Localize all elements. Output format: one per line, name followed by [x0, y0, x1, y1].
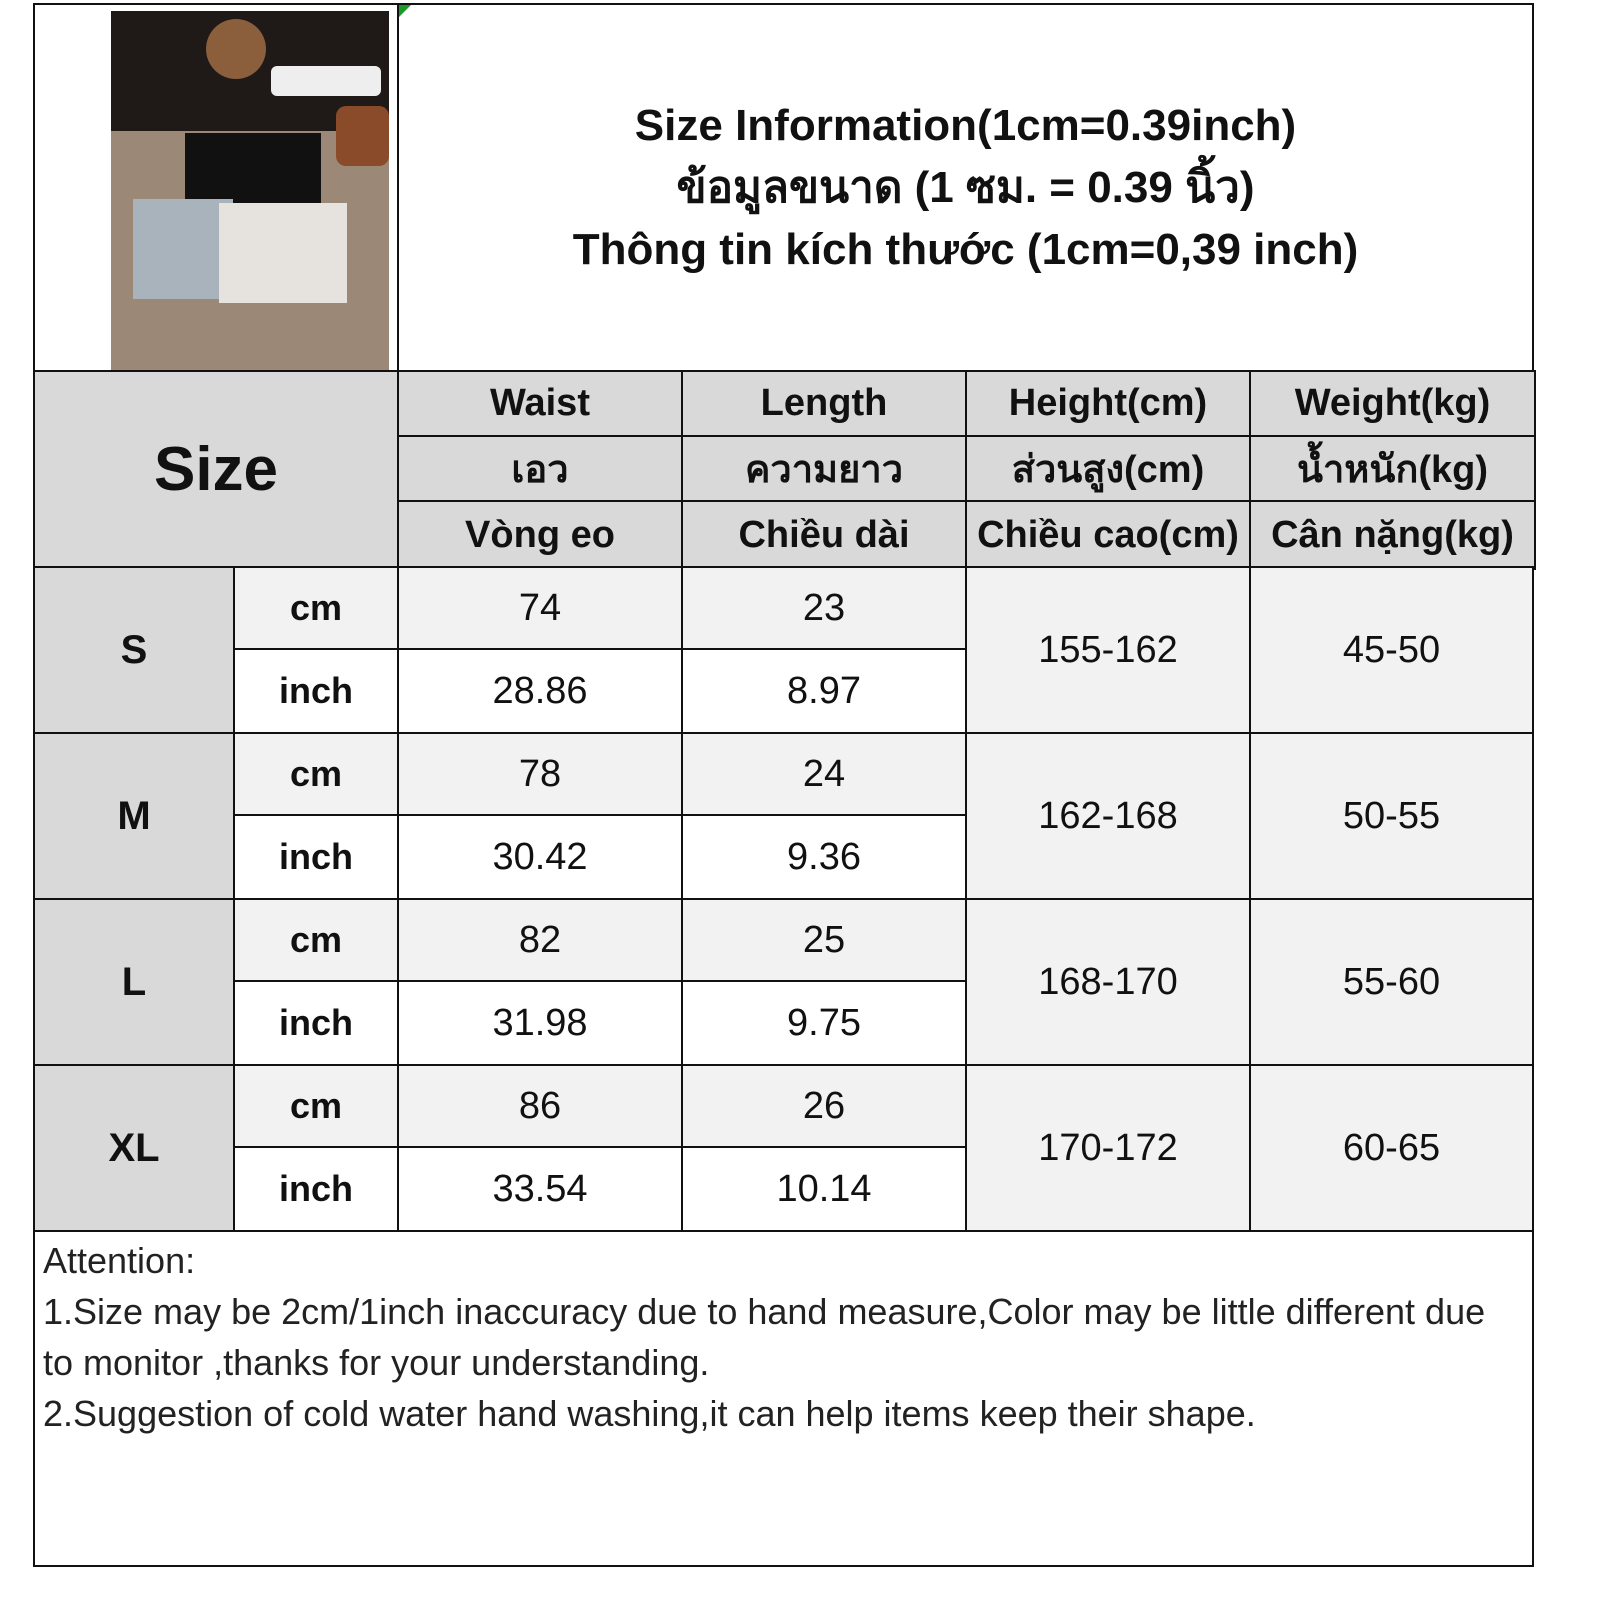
waist-cm: 82	[397, 898, 683, 982]
column-header-th: ส่วนสูง(cm)	[965, 435, 1251, 502]
title-en: Size Information(1cm=0.39inch)	[634, 100, 1297, 150]
waist-cm: 78	[397, 732, 683, 816]
weight-range: 60-65	[1249, 1064, 1534, 1232]
length-inch: 10.14	[681, 1146, 967, 1232]
cell-marker-icon	[399, 5, 411, 17]
unit-inch: inch	[233, 980, 399, 1066]
unit-inch: inch	[233, 1146, 399, 1232]
length-inch: 8.97	[681, 648, 967, 734]
column-header-en: Weight(kg)	[1249, 370, 1536, 437]
size-label: XL	[33, 1064, 235, 1232]
weight-range: 50-55	[1249, 732, 1534, 900]
column-header-vi: Chiều dài	[681, 500, 967, 570]
size-label: M	[33, 732, 235, 900]
title-cell: Size Information(1cm=0.39inch) ข้อมูลขนา…	[397, 3, 1534, 372]
length-inch: 9.75	[681, 980, 967, 1066]
title-vi: Thông tin kích thước (1cm=0,39 inch)	[572, 224, 1359, 274]
waist-inch: 28.86	[397, 648, 683, 734]
attention-line-2: 2.Suggestion of cold water hand washing,…	[43, 1393, 1256, 1434]
attention-line-1: 1.Size may be 2cm/1inch inaccuracy due t…	[43, 1291, 1486, 1383]
grey-shorts-icon	[133, 199, 233, 299]
column-header-th: น้ำหนัก(kg)	[1249, 435, 1536, 502]
length-cm: 26	[681, 1064, 967, 1148]
height-range: 168-170	[965, 898, 1251, 1066]
height-range: 162-168	[965, 732, 1251, 900]
length-cm: 25	[681, 898, 967, 982]
column-header-vi: Chiều cao(cm)	[965, 500, 1251, 570]
attention-heading: Attention:	[43, 1240, 196, 1281]
unit-cm: cm	[233, 898, 399, 982]
white-shorts-icon	[219, 203, 347, 303]
column-header-th: เอว	[397, 435, 683, 502]
waist-inch: 30.42	[397, 814, 683, 900]
column-header-en: Length	[681, 370, 967, 437]
waist-inch: 33.54	[397, 1146, 683, 1232]
column-header-en: Waist	[397, 370, 683, 437]
column-header-en: Height(cm)	[965, 370, 1251, 437]
column-header-th: ความยาว	[681, 435, 967, 502]
unit-cm: cm	[233, 732, 399, 816]
unit-cm: cm	[233, 1064, 399, 1148]
title-th: ข้อมูลขนาด (1 ซม. = 0.39 นิ้ว)	[676, 162, 1255, 212]
column-header-vi: Vòng eo	[397, 500, 683, 570]
photo-label	[271, 66, 381, 96]
waist-cm: 86	[397, 1064, 683, 1148]
weight-range: 45-50	[1249, 566, 1534, 734]
column-header-vi: Cân nặng(kg)	[1249, 500, 1536, 570]
product-photo	[111, 11, 389, 371]
size-label: L	[33, 898, 235, 1066]
bag-icon	[336, 106, 389, 166]
size-label: S	[33, 566, 235, 734]
unit-inch: inch	[233, 648, 399, 734]
unit-inch: inch	[233, 814, 399, 900]
length-inch: 9.36	[681, 814, 967, 900]
length-cm: 24	[681, 732, 967, 816]
size-header: Size	[33, 370, 399, 568]
photo-cell	[33, 3, 399, 372]
teddy-bear-icon	[206, 19, 266, 79]
attention-note: Attention: 1.Size may be 2cm/1inch inacc…	[33, 1227, 1534, 1567]
weight-range: 55-60	[1249, 898, 1534, 1066]
unit-cm: cm	[233, 566, 399, 650]
length-cm: 23	[681, 566, 967, 650]
waist-inch: 31.98	[397, 980, 683, 1066]
height-range: 170-172	[965, 1064, 1251, 1232]
waist-cm: 74	[397, 566, 683, 650]
height-range: 155-162	[965, 566, 1251, 734]
